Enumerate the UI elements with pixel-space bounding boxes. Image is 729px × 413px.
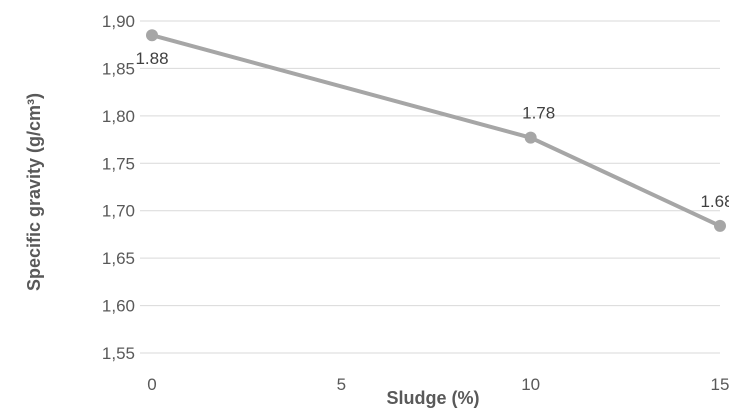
data-point <box>524 131 537 144</box>
y-tick-label: 1,70 <box>102 202 135 221</box>
data-label: 1.68 <box>700 192 729 211</box>
y-tick-label: 1,90 <box>102 12 135 31</box>
x-tick-label: 10 <box>521 375 540 394</box>
series-line <box>151 33 721 228</box>
data-labels: 1.88 1.78 1.68 <box>135 49 729 211</box>
y-tick-label: 1,75 <box>102 154 135 173</box>
y-axis-title: Specific gravity (g/cm³) <box>24 93 44 291</box>
data-point <box>146 29 158 42</box>
y-tick-label: 1,80 <box>102 107 135 126</box>
data-label: 1.78 <box>522 104 555 123</box>
data-label: 1.88 <box>135 49 168 68</box>
x-tick-label: 5 <box>337 375 346 394</box>
data-points <box>146 29 726 232</box>
x-axis-title: Sludge (%) <box>387 388 480 408</box>
series-polyline <box>151 33 721 228</box>
x-tick-labels: 0 5 10 15 <box>147 375 729 394</box>
gridlines <box>140 20 720 354</box>
y-tick-label: 1,85 <box>102 59 135 78</box>
x-tick-label: 15 <box>711 375 729 394</box>
y-tick-labels: 1,55 1,60 1,65 1,70 1,75 1,80 1,85 1,90 <box>102 12 135 363</box>
y-tick-label: 1,55 <box>102 344 135 363</box>
y-tick-label: 1,60 <box>102 297 135 316</box>
x-tick-label: 0 <box>147 375 156 394</box>
data-point <box>714 219 726 232</box>
y-tick-label: 1,65 <box>102 249 135 268</box>
